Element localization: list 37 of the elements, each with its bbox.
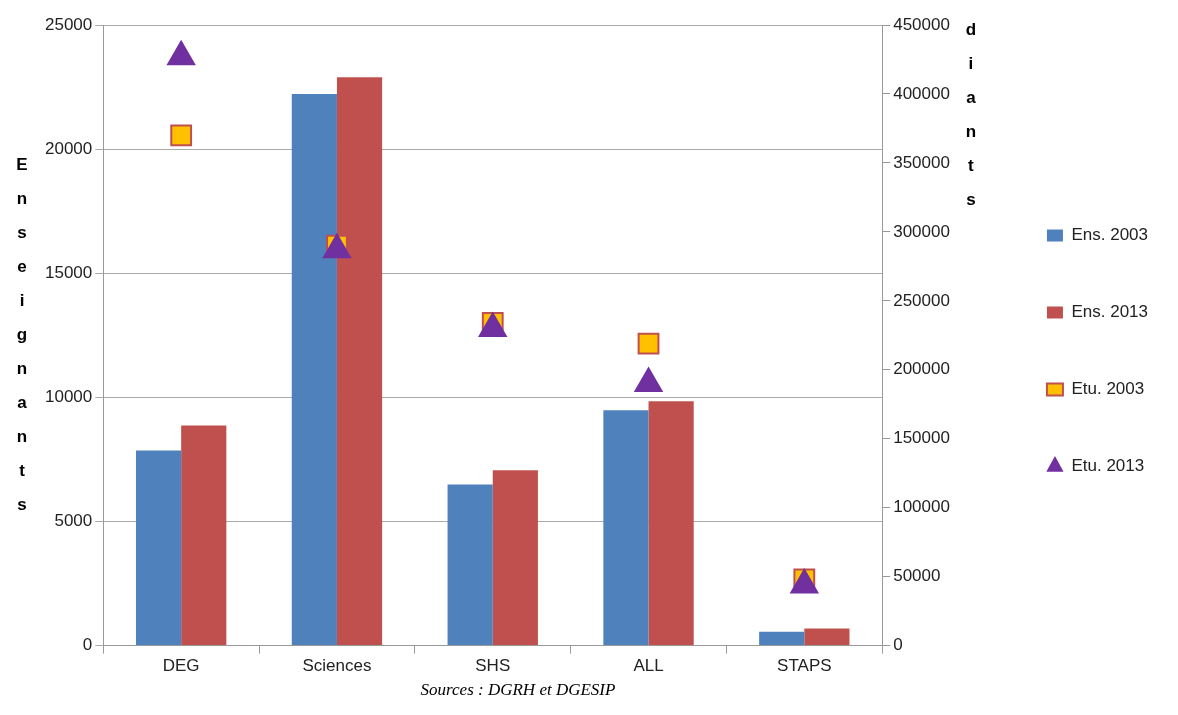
y2-axis-title: diants [965, 19, 977, 209]
bar [603, 410, 649, 646]
x-tick-label: DEG [162, 656, 200, 676]
bar [447, 484, 493, 646]
legend-label: Ens. 2013 [1071, 302, 1148, 322]
y-tick-label: 0 [82, 635, 93, 655]
text: Enseignants [16, 154, 28, 514]
bar [648, 401, 694, 646]
y-tick-label: 10000 [44, 387, 93, 407]
y2-tick-label: 250000 [893, 290, 950, 310]
y-tick-label: 5000 [54, 511, 93, 531]
bar [291, 94, 337, 646]
y2-tick-label: 50000 [893, 566, 941, 586]
y2-tick-label: 200000 [893, 359, 950, 379]
x-tick-label: SHS [475, 656, 511, 676]
x-tick-label: Sciences [302, 656, 372, 676]
y-tick-label: 25000 [44, 14, 93, 34]
y2-tick-label: 300000 [893, 221, 950, 241]
y-tick-label: 15000 [44, 262, 93, 282]
bar [492, 470, 538, 646]
y2-tick-label: 100000 [893, 497, 950, 517]
bar [804, 628, 850, 646]
source-note: Sources : DGRH et DGESIP [419, 680, 617, 700]
x-tick-label: STAPS [777, 656, 832, 676]
legend-label: Ens. 2003 [1071, 225, 1148, 245]
y2-tick-label: 400000 [893, 83, 950, 103]
y2-tick-label: 450000 [893, 14, 950, 34]
bar [181, 425, 227, 646]
legend-label: Etu. 2003 [1071, 379, 1145, 399]
x-tick-label: ALL [633, 656, 664, 676]
y2-tick-label: 150000 [893, 428, 950, 448]
y2-tick-label: 0 [893, 635, 903, 655]
legend-label: Etu. 2013 [1071, 456, 1145, 476]
y2-tick-label: 350000 [893, 152, 950, 172]
bar [135, 450, 182, 646]
bar [759, 631, 805, 646]
y-tick-label: 20000 [44, 138, 93, 158]
